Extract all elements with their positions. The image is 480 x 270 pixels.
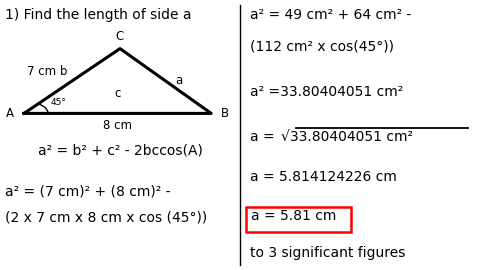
- Text: a = 5.814124226 cm: a = 5.814124226 cm: [250, 170, 396, 184]
- Text: 45°: 45°: [50, 98, 66, 107]
- Text: B: B: [221, 107, 229, 120]
- Text: 1) Find the length of side a: 1) Find the length of side a: [5, 8, 192, 22]
- Text: (2 x 7 cm x 8 cm x cos (45°)): (2 x 7 cm x 8 cm x cos (45°)): [5, 211, 207, 225]
- Text: a: a: [175, 75, 182, 87]
- Text: a = 5.81 cm: a = 5.81 cm: [251, 209, 336, 223]
- Text: to 3 significant figures: to 3 significant figures: [250, 246, 405, 260]
- Text: 8 cm: 8 cm: [103, 119, 132, 132]
- Text: A: A: [6, 107, 14, 120]
- Text: a² = b² + c² - 2bccos(A): a² = b² + c² - 2bccos(A): [37, 143, 203, 157]
- Text: 7 cm b: 7 cm b: [27, 65, 67, 78]
- Text: a² = 49 cm² + 64 cm² -: a² = 49 cm² + 64 cm² -: [250, 8, 411, 22]
- Text: √33.80404051 cm²: √33.80404051 cm²: [281, 130, 413, 144]
- Text: a =: a =: [250, 130, 274, 144]
- Text: a² = (7 cm)² + (8 cm)² -: a² = (7 cm)² + (8 cm)² -: [5, 185, 170, 199]
- Text: (112 cm² x cos(45°)): (112 cm² x cos(45°)): [250, 39, 394, 53]
- Text: a² =33.80404051 cm²: a² =33.80404051 cm²: [250, 85, 403, 99]
- FancyBboxPatch shape: [246, 207, 351, 232]
- Text: C: C: [116, 30, 124, 43]
- Text: c: c: [114, 87, 121, 100]
